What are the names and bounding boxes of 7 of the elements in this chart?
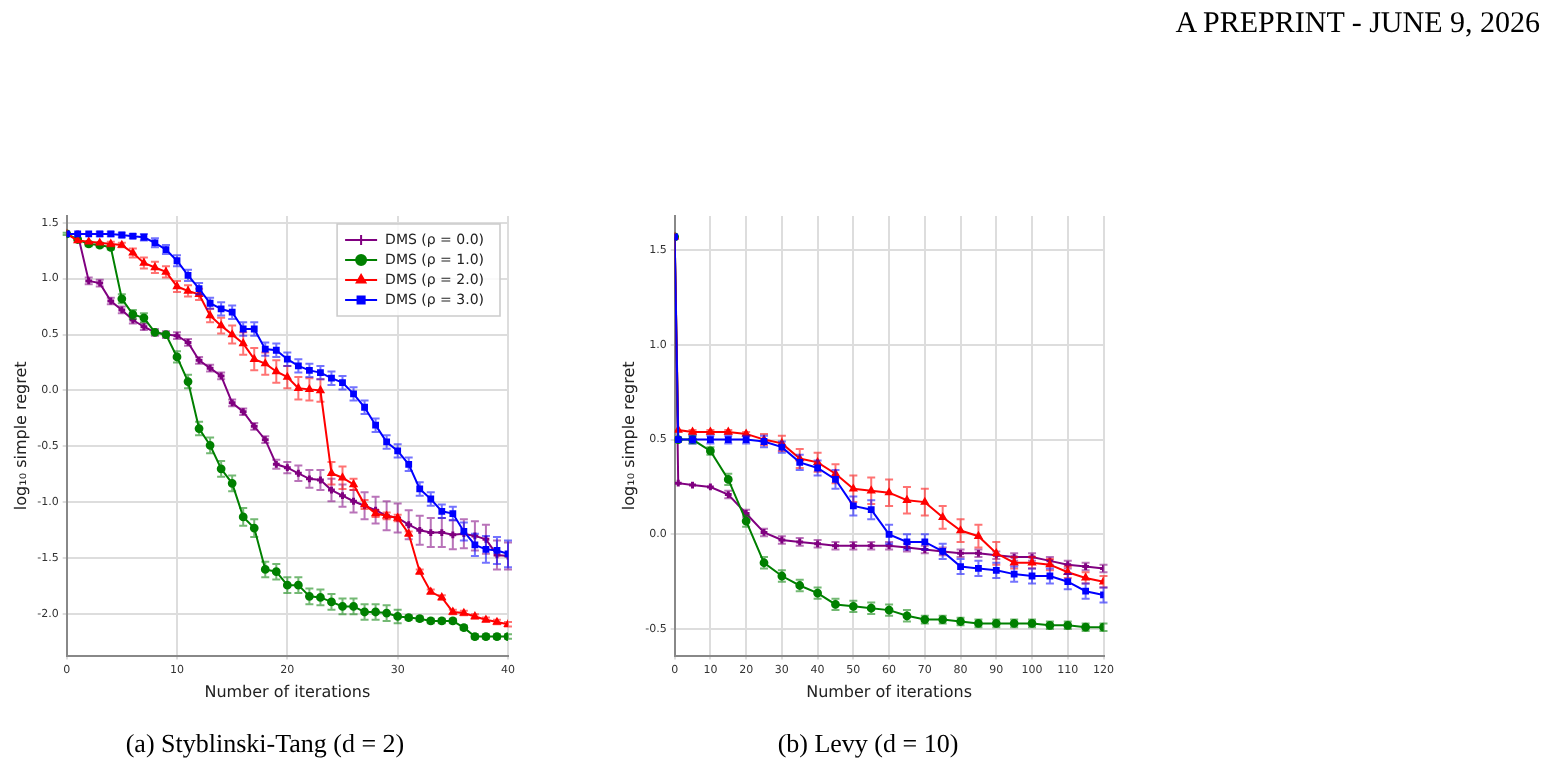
text: (a) Styblinski-Tang (d = 2) bbox=[123, 728, 407, 760]
x-axis-title: Number of iterations bbox=[806, 682, 972, 701]
text: A PREPRINT - JUNE 9, 2026 bbox=[1175, 8, 1540, 42]
y-axis-title: log₁₀ simple regret bbox=[619, 361, 638, 511]
text: (b) Levy (d = 10) bbox=[775, 728, 961, 760]
y-axis-title: log₁₀ simple regret bbox=[11, 361, 30, 511]
x-axis-title: Number of iterations bbox=[204, 682, 371, 701]
